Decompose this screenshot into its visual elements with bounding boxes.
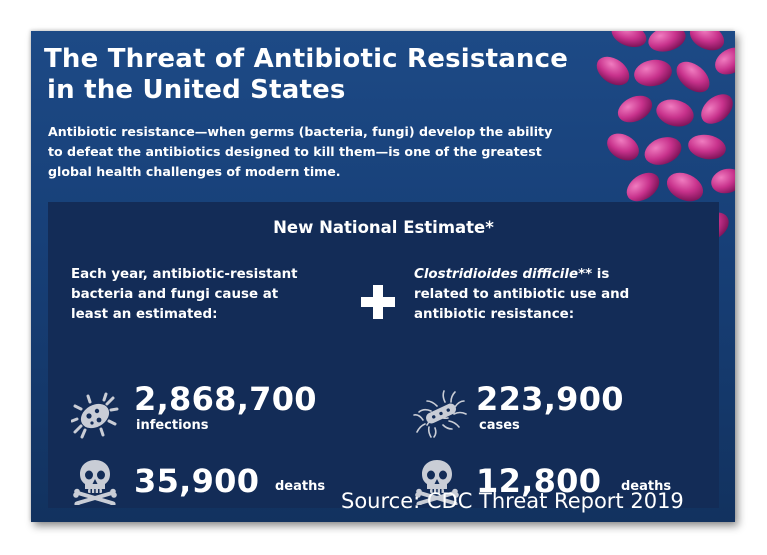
left-stat-1-value: 2,868,700 — [134, 380, 317, 418]
title-line-1: The Threat of Antibiotic Resistance — [44, 44, 569, 74]
source-caption: Source: CDC Threat Report 2019 — [341, 489, 684, 513]
right-stat-2-value: 12,800 — [476, 462, 602, 500]
estimate-panel: New National Estimate* Each year, antibi… — [48, 202, 719, 508]
right-stat-2-unit: deaths — [621, 479, 672, 494]
panel-title: New National Estimate* — [273, 218, 494, 237]
plus-icon — [361, 285, 395, 319]
germ-icon — [71, 392, 119, 439]
right-lead-line-3: antibiotic resistance: — [414, 307, 575, 322]
intro-line-3: global health challenges of modern time. — [48, 164, 341, 179]
left-lead-line-2: bacteria and fungi cause at — [71, 287, 279, 302]
left-lead-line-1: Each year, antibiotic-resistant — [71, 267, 298, 282]
c-diff-bacteria-icon — [413, 390, 467, 438]
title-line-2: in the United States — [47, 75, 346, 105]
species-name: Clostridioides difficile — [414, 267, 579, 282]
intro-line-2: to defeat the antibiotics designed to ki… — [48, 144, 542, 159]
infographic-card: The Threat of Antibiotic Resistance in t… — [31, 31, 735, 522]
intro-line-1: Antibiotic resistance—when germs (bacter… — [48, 124, 553, 139]
species-suffix: ** is — [578, 267, 610, 282]
left-stat-2-value: 35,900 — [134, 462, 260, 500]
left-lead-line-3: least an estimated: — [71, 307, 218, 322]
right-stat-1-unit: cases — [479, 418, 520, 433]
left-stat-2-unit: deaths — [275, 479, 326, 494]
intro-text: Antibiotic resistance—when germs (bacter… — [48, 122, 608, 182]
right-lead-line-2: related to antibiotic use and — [414, 287, 630, 302]
skull-crossbones-icon — [415, 460, 459, 505]
left-lead-text: Each year, antibiotic-resistant bacteria… — [71, 265, 351, 325]
right-lead-text: Clostridioides difficile** is related to… — [414, 265, 704, 325]
skull-crossbones-icon — [73, 460, 117, 505]
page-title: The Threat of Antibiotic Resistance in t… — [44, 44, 568, 106]
left-stat-1-unit: infections — [136, 418, 209, 433]
right-stat-1-value: 223,900 — [476, 380, 624, 418]
